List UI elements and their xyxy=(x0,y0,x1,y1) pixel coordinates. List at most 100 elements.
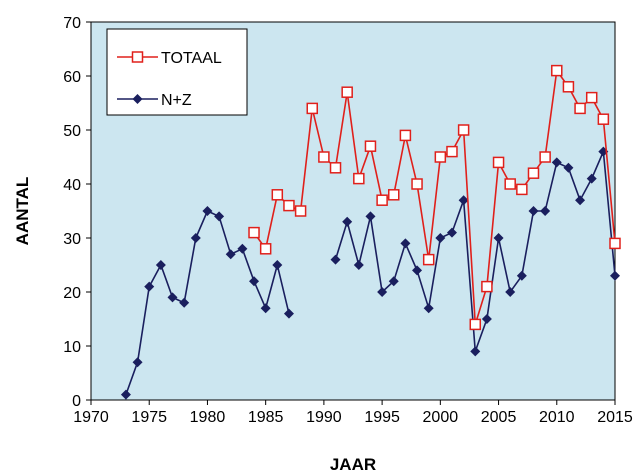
data-point-n-z xyxy=(540,206,551,216)
data-point-totaal xyxy=(597,113,610,125)
data-point-totaal xyxy=(551,64,563,77)
data-point-n-z xyxy=(505,287,516,297)
y-tick-label: 30 xyxy=(63,231,81,248)
data-point-totaal xyxy=(562,81,575,93)
data-point-n-z xyxy=(342,216,353,227)
x-tick-label: 2005 xyxy=(481,409,517,426)
data-point-n-z xyxy=(225,249,236,260)
data-point-n-z xyxy=(586,173,597,184)
data-point-n-z xyxy=(249,276,260,287)
x-axis-title: JAAR xyxy=(330,455,376,474)
data-point-n-z xyxy=(190,233,201,243)
data-point-n-z xyxy=(120,389,131,400)
y-tick-label: 50 xyxy=(63,123,81,140)
x-tick-label: 2015 xyxy=(597,409,633,426)
data-point-totaal xyxy=(364,140,377,152)
data-point-n-z xyxy=(377,287,388,297)
data-point-totaal xyxy=(492,156,505,169)
data-point-n-z xyxy=(272,260,283,270)
data-point-n-z xyxy=(458,195,469,206)
data-point-n-z xyxy=(155,260,166,270)
data-point-n-z xyxy=(144,281,155,292)
series-layer xyxy=(120,64,621,400)
data-point-totaal xyxy=(341,86,353,98)
x-tick-label: 1975 xyxy=(131,409,167,426)
data-point-n-z xyxy=(563,162,574,173)
data-point-n-z xyxy=(610,270,620,281)
data-point-totaal xyxy=(574,102,586,115)
x-tick-label: 1980 xyxy=(190,409,226,426)
data-point-totaal xyxy=(248,226,260,239)
series-totaal xyxy=(248,64,621,331)
data-point-totaal xyxy=(585,91,598,104)
data-point-n-z xyxy=(167,292,178,303)
data-point-totaal xyxy=(318,151,330,163)
data-point-n-z xyxy=(528,206,539,216)
data-point-totaal xyxy=(411,178,423,190)
legend-marker xyxy=(132,94,143,104)
data-point-n-z xyxy=(551,157,562,168)
data-point-n-z xyxy=(493,233,504,243)
series-line-totaal xyxy=(253,68,616,325)
legend-marker xyxy=(131,51,144,63)
data-point-totaal xyxy=(539,151,551,163)
data-point-n-z xyxy=(237,243,248,254)
legend-item-totaal: TOTAAL xyxy=(117,50,222,67)
data-point-n-z xyxy=(435,233,446,243)
data-point-totaal xyxy=(399,129,412,142)
y-axis: 0 10 20 30 40 50 60 70 xyxy=(63,15,91,410)
x-tick-label: 1990 xyxy=(306,409,342,426)
x-axis: 1970 1975 1980 1985 1990 1995 2000 2005 2010 2015 xyxy=(73,400,633,426)
data-point-n-z xyxy=(353,260,364,270)
data-point-n-z xyxy=(132,357,143,368)
data-point-n-z xyxy=(470,346,481,357)
data-point-totaal xyxy=(469,318,482,331)
data-point-totaal xyxy=(283,199,295,212)
data-point-totaal xyxy=(457,124,470,136)
data-point-totaal xyxy=(271,189,284,201)
data-point-totaal xyxy=(609,237,621,250)
data-point-n-z xyxy=(214,211,225,222)
x-tick-label: 2010 xyxy=(539,409,575,426)
series-n-z xyxy=(120,146,620,400)
data-point-totaal xyxy=(527,167,540,179)
y-tick-label: 10 xyxy=(63,339,81,356)
data-point-totaal xyxy=(481,280,493,293)
data-point-n-z xyxy=(412,265,423,276)
data-point-n-z xyxy=(330,254,341,265)
legend-box xyxy=(106,28,248,116)
y-tick-label: 20 xyxy=(63,285,81,302)
data-point-n-z xyxy=(283,308,294,319)
data-point-totaal xyxy=(259,243,272,255)
legend-label: TOTAAL xyxy=(161,50,222,67)
data-point-totaal xyxy=(516,183,528,196)
x-tick-label: 1970 xyxy=(73,409,109,426)
data-point-n-z xyxy=(423,303,434,314)
data-point-n-z xyxy=(516,270,527,281)
data-point-n-z xyxy=(179,297,190,308)
data-point-n-z xyxy=(575,195,586,206)
data-point-totaal xyxy=(306,102,318,115)
y-tick-label: 60 xyxy=(63,69,81,86)
data-point-n-z xyxy=(365,211,376,222)
data-point-n-z xyxy=(400,238,411,249)
data-point-n-z xyxy=(481,314,492,324)
data-point-n-z xyxy=(260,303,271,314)
legend: TOTAAL N+Z xyxy=(106,28,248,116)
data-point-totaal xyxy=(422,253,435,266)
data-point-n-z xyxy=(202,206,213,216)
data-point-n-z xyxy=(388,276,399,287)
data-point-totaal xyxy=(294,205,307,217)
data-point-totaal xyxy=(329,162,342,174)
data-point-totaal xyxy=(446,145,458,158)
x-tick-label: 2000 xyxy=(423,409,459,426)
x-tick-label: 1985 xyxy=(248,409,284,426)
legend-item-n-z: N+Z xyxy=(117,92,192,109)
y-axis-title: AANTAL xyxy=(13,177,32,246)
x-tick-label: 1995 xyxy=(364,409,400,426)
data-point-totaal xyxy=(504,178,516,190)
y-tick-label: 0 xyxy=(72,393,81,410)
data-point-totaal xyxy=(376,194,388,206)
y-tick-label: 40 xyxy=(63,177,81,194)
